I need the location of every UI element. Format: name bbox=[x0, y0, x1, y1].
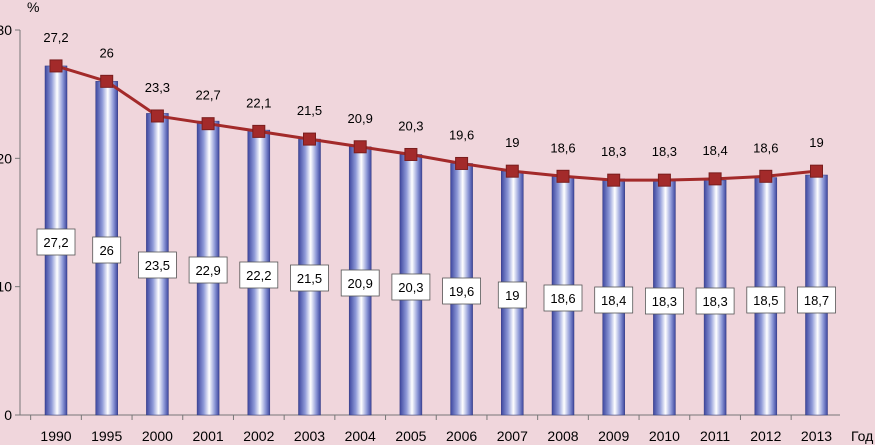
line-data-label: 20,3 bbox=[398, 118, 423, 133]
x-tick-label: 2002 bbox=[243, 428, 274, 444]
line-marker bbox=[201, 117, 215, 131]
bar-label-box bbox=[695, 287, 735, 315]
line-data-label: 22,1 bbox=[246, 95, 271, 110]
bar-data-label: 18,6 bbox=[550, 291, 575, 306]
x-axis-label: Год bbox=[851, 428, 873, 444]
line-marker bbox=[810, 164, 823, 178]
line-layer bbox=[49, 59, 823, 187]
x-tick-label: 2012 bbox=[750, 428, 781, 444]
line-data-label: 23,3 bbox=[145, 80, 170, 95]
bar-data-label: 26 bbox=[99, 243, 113, 258]
bar-data-label: 18,5 bbox=[753, 293, 778, 308]
x-tick-label: 1995 bbox=[91, 428, 122, 444]
bar-data-label: 23,5 bbox=[145, 258, 170, 273]
x-tick-label: 2007 bbox=[497, 428, 528, 444]
bar-label-box bbox=[137, 251, 177, 279]
bar-data-label: 18,3 bbox=[702, 294, 727, 309]
line-marker bbox=[100, 74, 114, 88]
x-tick-label: 2011 bbox=[700, 428, 730, 444]
line-data-label: 18,6 bbox=[753, 140, 778, 155]
line-marker bbox=[556, 169, 570, 183]
bar-label-box bbox=[340, 269, 380, 297]
x-tick-label: 1990 bbox=[40, 428, 71, 444]
line-data-label: 22,7 bbox=[195, 88, 220, 103]
y-tick-label: 30 bbox=[0, 22, 12, 38]
x-tick-label: 2003 bbox=[294, 428, 325, 444]
line-marker bbox=[455, 156, 469, 170]
line-data-label: 21,5 bbox=[297, 103, 322, 118]
line-marker bbox=[657, 173, 671, 187]
bar-data-label: 20,9 bbox=[348, 276, 373, 291]
line-marker bbox=[303, 132, 316, 146]
line-marker bbox=[49, 59, 63, 73]
bar-label-box bbox=[746, 286, 786, 314]
bar-data-label: 18,4 bbox=[601, 293, 626, 308]
bar-data-label: 18,3 bbox=[652, 294, 677, 309]
line-marker bbox=[759, 169, 773, 183]
line-labels: 27,2 26 23,3 22,7 22,1 21,5 20,9 20,3 19,6 19 18,6… bbox=[43, 30, 823, 159]
bar-label-box bbox=[797, 286, 836, 314]
bar-data-label: 19,6 bbox=[449, 284, 474, 299]
x-tick-label: 2009 bbox=[598, 428, 629, 444]
bar-label-box bbox=[36, 228, 76, 256]
bar-data-label: 18,7 bbox=[804, 293, 829, 308]
y-tick-label: 10 bbox=[0, 279, 12, 295]
bar-label-box bbox=[543, 284, 583, 312]
x-tick-label: 2013 bbox=[801, 428, 832, 444]
bar-data-label: 20,3 bbox=[398, 280, 423, 295]
line-marker bbox=[607, 173, 621, 187]
bar-label-box bbox=[497, 281, 527, 309]
bar-label-box bbox=[92, 236, 122, 264]
line-data-label: 27,2 bbox=[43, 30, 68, 45]
x-tick-label: 2004 bbox=[345, 428, 376, 444]
x-tick-label: 2008 bbox=[547, 428, 578, 444]
line-data-label: 20,9 bbox=[348, 111, 373, 126]
line-data-label: 19,6 bbox=[449, 127, 474, 142]
bars bbox=[44, 65, 828, 416]
line-data-label: 18,4 bbox=[702, 143, 727, 158]
x-tick-label: 2010 bbox=[649, 428, 680, 444]
line-data-label: 18,6 bbox=[550, 140, 575, 155]
line-data-label: 26 bbox=[99, 45, 113, 60]
bar-label-box bbox=[594, 286, 634, 314]
line-data-label: 19 bbox=[505, 135, 519, 150]
line-data-label: 18,3 bbox=[652, 144, 677, 159]
y-tick-label: 20 bbox=[0, 150, 12, 166]
bar-data-label: 22,2 bbox=[246, 268, 271, 283]
bar-label-box bbox=[645, 287, 684, 315]
bar-data-label: 22,9 bbox=[195, 263, 220, 278]
bar-label-box bbox=[391, 273, 431, 301]
x-tick-label: 2001 bbox=[193, 428, 224, 444]
line-data-label: 19 bbox=[809, 135, 823, 150]
bar-data-label: 21,5 bbox=[297, 271, 322, 286]
bar-labels: 27,2 26 23,5 22,9 22,2 21,5 20,9 20,3 19,6 19 18,6… bbox=[36, 228, 836, 315]
series-line bbox=[55, 64, 817, 182]
line-marker bbox=[150, 109, 164, 123]
bar-data-label: 27,2 bbox=[43, 235, 68, 250]
line-marker bbox=[708, 172, 722, 186]
x-tick-label: 2005 bbox=[395, 428, 426, 444]
bar-label-box bbox=[290, 264, 329, 292]
bar-label-box bbox=[442, 277, 482, 305]
x-tick-label: 2000 bbox=[142, 428, 173, 444]
x-tick-label: 2006 bbox=[446, 428, 477, 444]
bar-data-label: 19 bbox=[505, 288, 519, 303]
bar-label-box bbox=[239, 261, 279, 289]
y-tick-label: 0 bbox=[4, 407, 12, 423]
y-axis-label: % bbox=[27, 0, 39, 15]
line-marker bbox=[505, 164, 519, 178]
line-marker bbox=[404, 147, 418, 161]
line-marker bbox=[252, 124, 266, 138]
line-marker bbox=[353, 140, 367, 154]
bar-label-box bbox=[188, 256, 228, 284]
line-data-label: 18,3 bbox=[601, 144, 626, 159]
